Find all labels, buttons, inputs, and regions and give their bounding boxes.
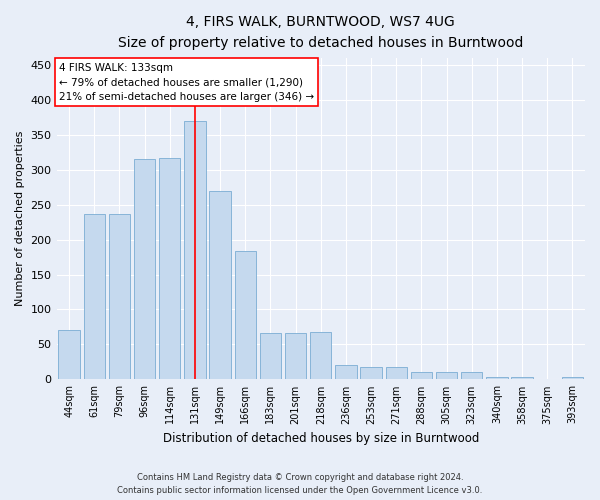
Y-axis label: Number of detached properties: Number of detached properties [15,131,25,306]
Bar [235,252,256,380]
Bar [109,214,130,380]
X-axis label: Distribution of detached houses by size in Burntwood: Distribution of detached houses by size … [163,432,479,445]
Text: Contains HM Land Registry data © Crown copyright and database right 2024.
Contai: Contains HM Land Registry data © Crown c… [118,474,482,495]
Bar [310,332,331,380]
Bar [511,376,533,380]
Title: 4, FIRS WALK, BURNTWOOD, WS7 4UG
Size of property relative to detached houses in: 4, FIRS WALK, BURNTWOOD, WS7 4UG Size of… [118,15,523,50]
Bar [411,372,432,380]
Bar [486,376,508,380]
Bar [361,367,382,380]
Bar [58,330,80,380]
Bar [461,372,482,380]
Bar [83,214,105,380]
Bar [285,332,307,380]
Bar [386,367,407,380]
Text: 4 FIRS WALK: 133sqm
← 79% of detached houses are smaller (1,290)
21% of semi-det: 4 FIRS WALK: 133sqm ← 79% of detached ho… [59,62,314,102]
Bar [436,372,457,380]
Bar [562,376,583,380]
Bar [184,120,206,380]
Bar [335,366,356,380]
Bar [209,190,231,380]
Bar [159,158,181,380]
Bar [134,159,155,380]
Bar [260,332,281,380]
